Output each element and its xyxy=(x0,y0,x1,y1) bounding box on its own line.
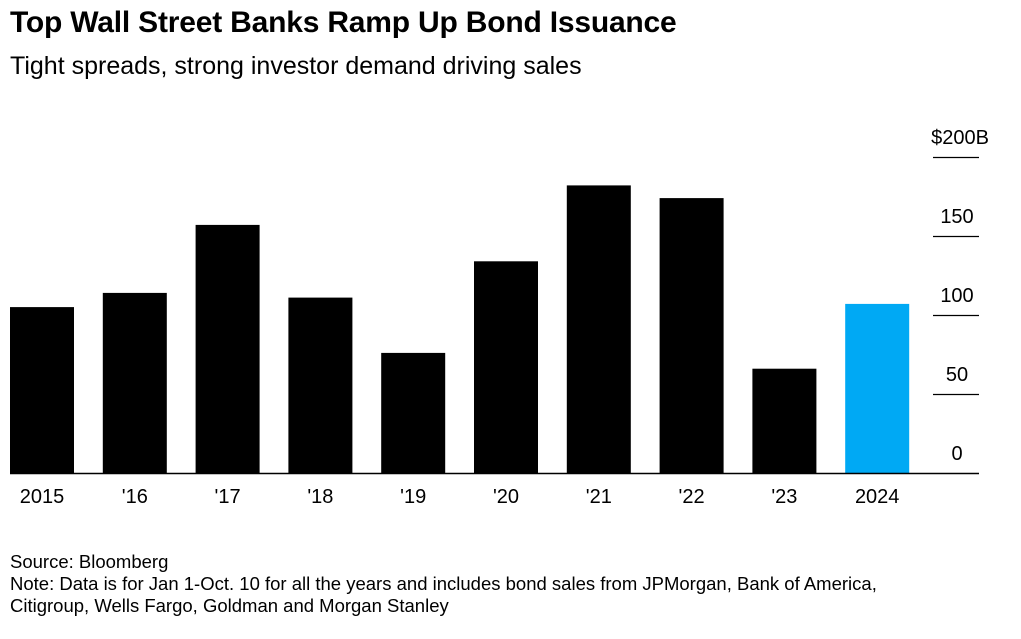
bar-18 xyxy=(288,297,353,473)
y-tick-label: 100 xyxy=(940,285,973,307)
x-tick-label: 2024 xyxy=(855,486,900,508)
bar-23 xyxy=(752,368,817,473)
x-tick-label: '19 xyxy=(400,486,426,508)
y-tick-label: $200B xyxy=(931,127,989,149)
bar-20 xyxy=(474,261,538,473)
chart-footer: Source: Bloomberg Note: Data is for Jan … xyxy=(10,551,1015,617)
x-tick-label: '22 xyxy=(679,486,705,508)
x-tick-label: '18 xyxy=(307,486,333,508)
bar-2015 xyxy=(10,307,74,473)
bar-22 xyxy=(659,198,724,473)
y-tick-label: 50 xyxy=(946,364,968,386)
chart-title: Top Wall Street Banks Ramp Up Bond Issua… xyxy=(10,6,677,39)
bar-19 xyxy=(381,352,446,473)
x-tick-label: '21 xyxy=(586,486,612,508)
y-tick-label: 150 xyxy=(940,206,973,228)
source-note: Source: Bloomberg xyxy=(10,551,169,572)
bar-2024 xyxy=(845,303,910,473)
bar-chart: 2015 '16 '17 '18 '19 '20 '21 '22 '23 2024 0 50 100 15… xyxy=(10,127,989,508)
bar-17 xyxy=(195,224,260,473)
bar-16 xyxy=(102,292,167,473)
data-note-line-2: Citigroup, Wells Fargo, Goldman and Morg… xyxy=(10,595,449,616)
chart-subtitle: Tight spreads, strong investor demand dr… xyxy=(10,52,582,80)
x-tick-label: '17 xyxy=(215,486,241,508)
bar-21 xyxy=(566,185,631,473)
x-tick-label: '20 xyxy=(493,486,519,508)
x-tick-label: '16 xyxy=(122,486,148,508)
y-tick-label: 0 xyxy=(951,443,962,465)
x-tick-label: '23 xyxy=(771,486,797,508)
x-tick-label: 2015 xyxy=(20,486,65,508)
data-note-line-1: Note: Data is for Jan 1-Oct. 10 for all … xyxy=(10,573,877,594)
